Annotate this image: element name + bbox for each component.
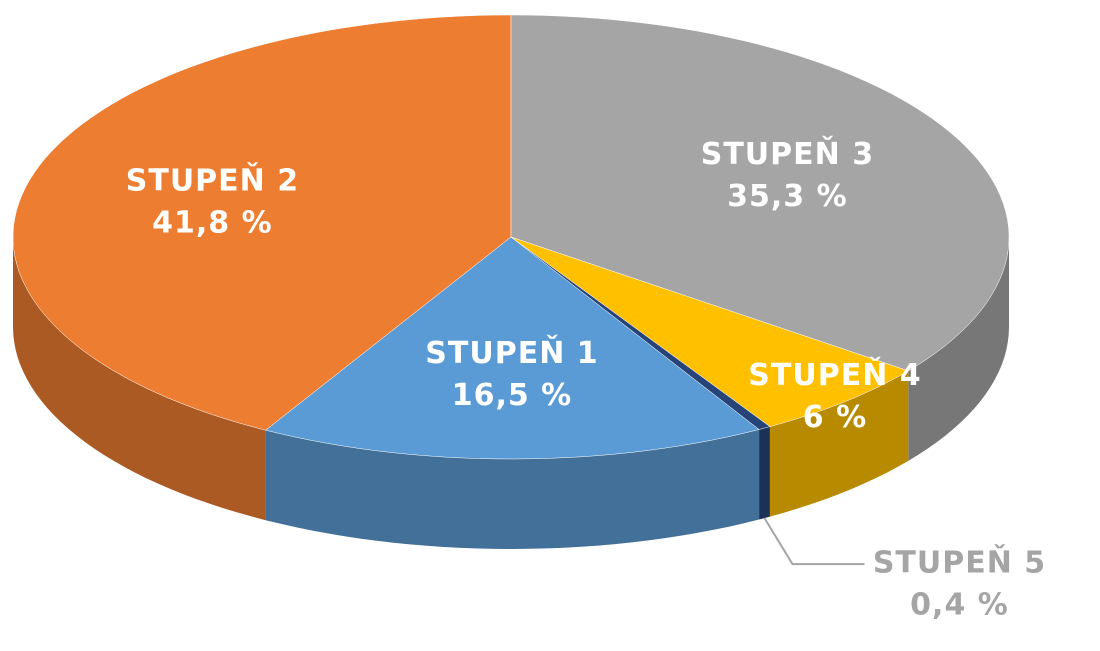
- pie-slice: [510, 236, 771, 430]
- value-label: 16,5 %: [452, 378, 573, 413]
- slice-label: STUPEŇ 3: [701, 136, 874, 172]
- pie-side: [265, 429, 760, 549]
- slice-label: STUPEŇ 5: [873, 545, 1046, 581]
- slice-label: STUPEŇ 1: [425, 335, 598, 371]
- pie-slice: [510, 236, 909, 427]
- pie-side: [13, 237, 266, 521]
- pie-slice: [510, 14, 1010, 372]
- value-label: 35,3 %: [727, 179, 848, 214]
- pie-side: [908, 237, 1009, 461]
- value-label: 41,8 %: [152, 205, 273, 240]
- slice-label: STUPEŇ 2: [126, 162, 299, 198]
- leader-line: [763, 517, 865, 566]
- value-label: 6 %: [803, 400, 867, 435]
- pie-side: [759, 426, 770, 520]
- pie-slice: [265, 236, 760, 460]
- value-label: 0,4 %: [910, 588, 1009, 623]
- pie-side: [769, 370, 909, 517]
- pie-slice: [12, 14, 512, 431]
- slice-label: STUPEŇ 4: [748, 357, 921, 393]
